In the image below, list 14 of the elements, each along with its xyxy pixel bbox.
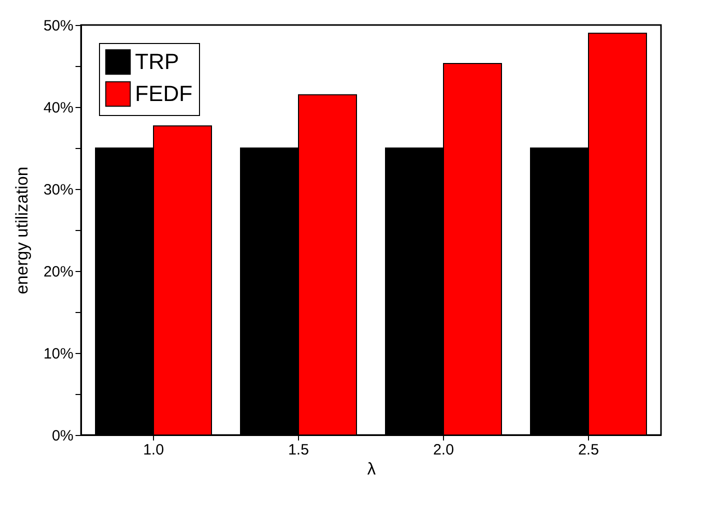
x-axis-title: λ — [367, 460, 376, 478]
y-tick-label: 40% — [43, 100, 74, 116]
y-tick-label: 20% — [43, 264, 74, 280]
y-tick-label: 30% — [43, 182, 74, 198]
y-tick-label: 50% — [43, 18, 74, 34]
y-tick-label: 0% — [52, 428, 74, 444]
y-tick-label: 10% — [43, 346, 74, 362]
y-axis-title: energy utilization — [12, 166, 32, 294]
x-tick-label: 2.0 — [433, 442, 454, 458]
legend-label: TRP — [135, 49, 179, 74]
x-tick-label: 2.5 — [578, 442, 599, 458]
x-tick-label: 1.0 — [143, 442, 164, 458]
x-tick-label: 1.5 — [288, 442, 309, 458]
legend-label: FEDF — [135, 81, 192, 106]
